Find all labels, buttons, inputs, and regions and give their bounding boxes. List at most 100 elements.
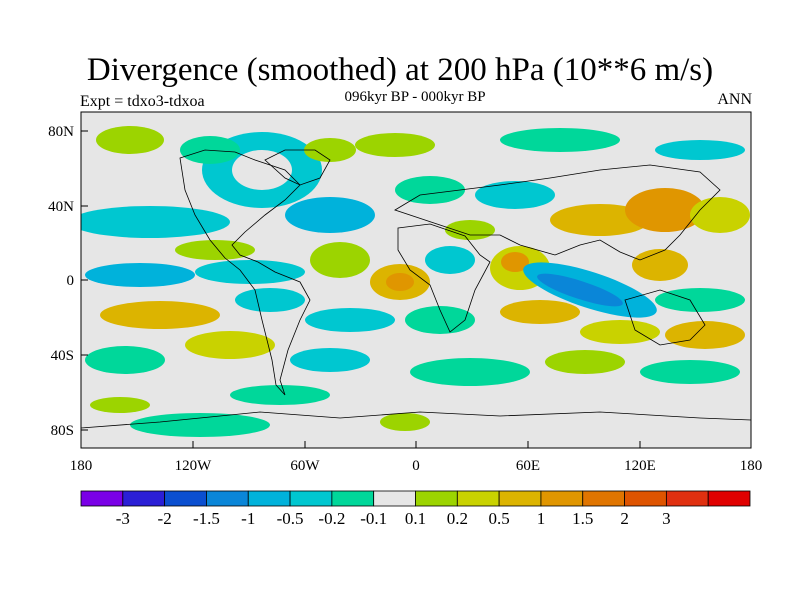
field-patch	[85, 263, 195, 287]
field-patch	[501, 252, 529, 272]
field-patch	[475, 181, 555, 209]
field-patch	[290, 348, 370, 372]
colorbar-box	[206, 490, 249, 507]
colorbar-label: 0.5	[489, 509, 510, 528]
field-patch	[175, 240, 255, 260]
lat-tick-label: 40N	[48, 199, 74, 215]
field-patch	[304, 138, 356, 162]
field-patch	[85, 346, 165, 374]
field-patch	[445, 220, 495, 240]
season-label: ANN	[717, 91, 752, 108]
colorbar-label: -0.1	[360, 509, 387, 528]
colorbar-label: 1.5	[572, 509, 593, 528]
field-patch	[580, 320, 660, 344]
lat-tick-label: 40S	[51, 348, 74, 364]
lat-tick-label: 0	[67, 273, 75, 289]
colorbar-label: -0.2	[318, 509, 345, 528]
eurasia-coastline	[394, 164, 721, 261]
field-patch	[380, 413, 430, 431]
coastlines	[81, 149, 751, 429]
field-patch	[665, 321, 745, 349]
field-patch	[395, 176, 465, 204]
field-patch	[537, 273, 623, 307]
lat-axis	[81, 130, 88, 431]
field-patch	[500, 128, 620, 152]
field-patch	[545, 350, 625, 374]
field-patch	[90, 397, 150, 413]
colorbar-label: 0.1	[405, 509, 426, 528]
field-patch	[130, 413, 270, 437]
colorbar-box	[707, 490, 751, 507]
field-patch	[640, 360, 740, 384]
australia-coastline	[624, 289, 706, 346]
lon-tick-label: 180	[740, 458, 763, 474]
colorbar-box	[665, 490, 709, 507]
lon-tick-label: 60E	[516, 458, 540, 474]
colorbar-box	[289, 490, 333, 507]
americas-coastline	[179, 149, 311, 396]
lon-tick-label: 0	[412, 458, 420, 474]
field-patch	[425, 246, 475, 274]
colorbar-box	[624, 490, 667, 507]
divergence-field	[81, 126, 750, 437]
field-patch	[550, 204, 650, 236]
field-patch	[81, 206, 230, 238]
plot-subtitle: 096kyr BP - 000kyr BP	[344, 89, 486, 105]
field-patch	[195, 260, 305, 284]
colorbar-box	[122, 490, 166, 507]
lon-axis	[80, 441, 752, 448]
lon-tick-label: 120W	[175, 458, 213, 474]
lat-tick-label: 80N	[48, 124, 74, 140]
field-patch	[310, 242, 370, 278]
field-patch	[305, 308, 395, 332]
colorbar: -3 -2 -1.5 -1 -0.5 -0.2 -0.1 0.1 0.2 0.5 1 1.5 2 3	[80, 490, 751, 528]
colorbar-box	[331, 490, 375, 507]
greenland-coastline	[264, 149, 331, 186]
field-patch	[500, 300, 580, 324]
lon-tick-labels: 180 120W 60W 0 60E 120E 180	[70, 458, 763, 474]
colorbar-label: -2	[158, 509, 172, 528]
colorbar-label: 0.2	[447, 509, 468, 528]
colorbar-label: -1.5	[193, 509, 220, 528]
lon-tick-label: 180	[70, 458, 93, 474]
field-patch	[230, 385, 330, 405]
field-patch	[285, 197, 375, 233]
lon-tick-label: 120E	[624, 458, 656, 474]
colorbar-box	[373, 490, 416, 507]
colorbar-label: -3	[116, 509, 130, 528]
field-patch	[655, 140, 745, 160]
field-patch	[655, 288, 745, 312]
colorbar-box	[415, 490, 458, 507]
map-panel	[80, 111, 752, 449]
colorbar-box	[247, 490, 291, 507]
lat-tick-label: 80S	[51, 423, 74, 439]
colorbar-box	[498, 490, 542, 507]
colorbar-label: -0.5	[277, 509, 304, 528]
colorbar-box	[456, 490, 500, 507]
colorbar-box	[164, 490, 207, 507]
colorbar-label: 1	[537, 509, 546, 528]
field-patch	[96, 126, 164, 154]
field-patch	[405, 306, 475, 334]
field-patch	[632, 249, 688, 281]
colorbar-box	[582, 490, 625, 507]
field-patch	[386, 273, 414, 291]
field-patch	[100, 301, 220, 329]
colorbar-box	[80, 490, 124, 507]
field-patch	[625, 188, 705, 232]
field-patch	[690, 197, 750, 233]
lon-tick-label: 60W	[290, 458, 320, 474]
field-patch	[410, 358, 530, 386]
colorbar-label: 2	[620, 509, 629, 528]
plot-title: Divergence (smoothed) at 200 hPa (10**6 …	[86, 52, 714, 88]
colorbar-label: 3	[662, 509, 671, 528]
colorbar-label: -1	[241, 509, 255, 528]
colorbar-box	[540, 490, 584, 507]
antarctica-coastline	[81, 411, 751, 429]
field-patch	[235, 288, 305, 312]
experiment-label: Expt = tdxo3-tdxoa	[80, 93, 205, 110]
africa-coastline	[397, 223, 491, 333]
field-patch	[185, 331, 275, 359]
field-patch	[355, 133, 435, 157]
